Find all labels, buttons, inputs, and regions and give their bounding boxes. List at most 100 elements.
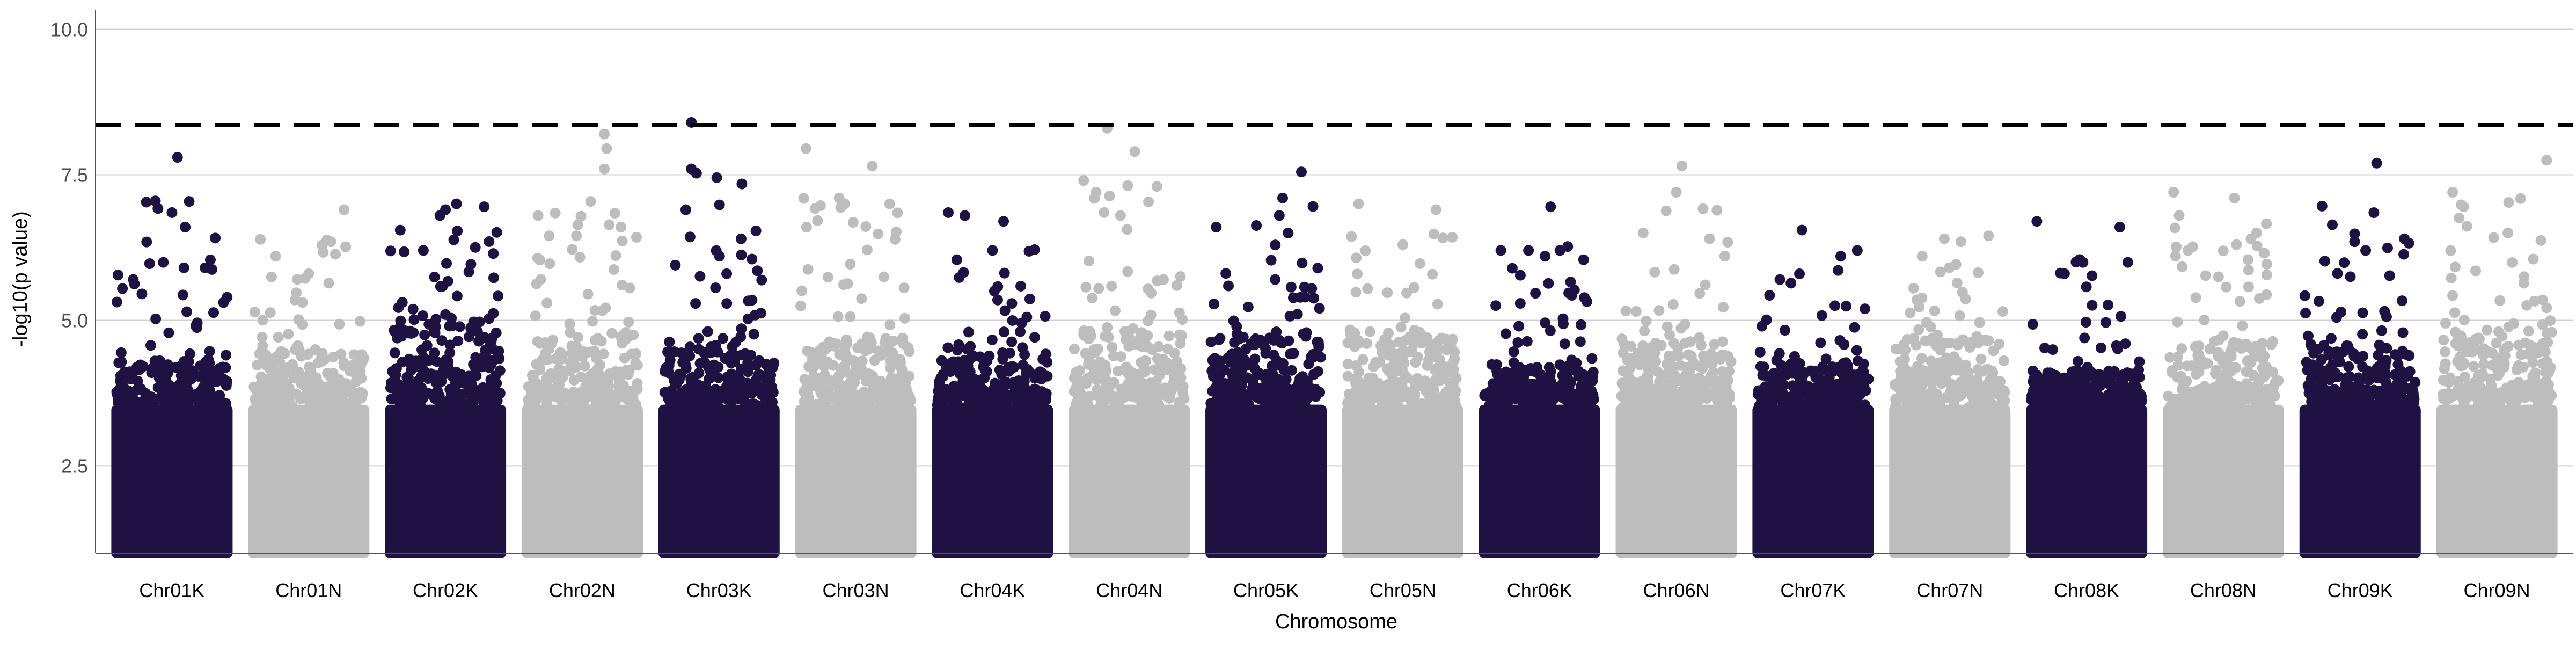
data-point [2503, 321, 2514, 332]
data-point [1952, 337, 1964, 348]
data-point [2170, 250, 2181, 261]
data-point [1717, 336, 1728, 347]
data-point [986, 334, 998, 345]
data-point [1557, 318, 1569, 330]
data-point [577, 345, 588, 357]
data-point [1360, 245, 1371, 257]
data-point [876, 350, 887, 361]
data-point [1175, 338, 1186, 349]
data-point [491, 227, 502, 238]
data-point [2445, 245, 2456, 256]
data-point [1237, 363, 1248, 374]
data-point [899, 312, 910, 324]
data-point [537, 354, 548, 365]
data-point [2526, 351, 2537, 362]
data-point [616, 222, 627, 233]
data-point [2358, 351, 2369, 362]
data-point [856, 293, 867, 304]
data-point [249, 307, 260, 318]
data-point [1240, 355, 1251, 366]
data-point [1585, 397, 1596, 409]
data-point [178, 262, 189, 273]
data-point [2246, 343, 2257, 354]
data-point [663, 360, 675, 371]
data-point [748, 329, 759, 340]
data-point [1122, 224, 1133, 235]
data-point [624, 365, 635, 376]
data-point [528, 394, 539, 405]
data-point [686, 163, 697, 175]
data-point [390, 369, 401, 381]
data-point [1226, 348, 1238, 360]
data-point [149, 355, 160, 367]
data-point-mass [1615, 404, 1737, 558]
data-point [898, 338, 909, 350]
data-point [1625, 340, 1636, 352]
data-point [2439, 394, 2450, 405]
data-point [480, 345, 491, 356]
data-point [1763, 384, 1774, 396]
data-point [2459, 371, 2470, 382]
data-point [2118, 390, 2129, 401]
data-point [849, 368, 860, 380]
data-point [2452, 356, 2463, 367]
data-point [1113, 366, 1124, 377]
chromosome-points-Chr07N [1889, 230, 2011, 558]
data-point [2221, 281, 2232, 293]
data-point [1298, 328, 1309, 339]
data-point [849, 377, 860, 388]
data-point [998, 326, 1009, 338]
data-point [2458, 201, 2469, 213]
data-point [1573, 366, 1584, 377]
data-point [2345, 271, 2356, 282]
data-point [417, 310, 428, 321]
data-point [1271, 354, 1282, 366]
data-point [2342, 380, 2353, 391]
data-point [2242, 254, 2253, 265]
data-point [1794, 268, 1805, 280]
data-point [1450, 386, 1461, 397]
data-point [1161, 357, 1173, 368]
data-point [1978, 388, 1989, 399]
data-point [1668, 264, 1680, 275]
data-point [1034, 366, 1045, 377]
data-point [2114, 222, 2125, 233]
data-point-mass [2026, 404, 2148, 558]
data-point [959, 354, 970, 366]
data-point [963, 382, 974, 393]
data-point [1841, 301, 1852, 312]
data-point [1388, 379, 1399, 390]
data-point [208, 307, 219, 318]
data-point [714, 199, 725, 210]
x-tick-label: Chr04N [1096, 579, 1162, 601]
data-point [2261, 218, 2272, 229]
data-point [699, 347, 710, 359]
data-point [2339, 257, 2350, 268]
data-point [721, 268, 733, 279]
data-point [2368, 207, 2380, 219]
data-point [2237, 320, 2248, 331]
data-point [1146, 287, 1157, 299]
data-point [418, 351, 429, 362]
data-point [1824, 372, 1835, 383]
data-point [1285, 388, 1296, 399]
data-point [1002, 362, 1014, 373]
data-point [1974, 317, 1985, 328]
data-point [730, 337, 742, 348]
data-point [258, 347, 269, 359]
data-point [2259, 248, 2270, 259]
data-point [1860, 303, 1871, 315]
data-point [1152, 275, 1163, 287]
chromosome-points-Chr09K [2299, 157, 2421, 558]
data-point [154, 367, 165, 378]
data-point [838, 279, 850, 290]
data-point [831, 338, 842, 350]
data-point [1143, 196, 1154, 207]
data-point [325, 236, 336, 248]
data-point [574, 252, 586, 263]
data-point [767, 396, 778, 408]
data-point [680, 384, 692, 395]
data-point [863, 344, 874, 355]
data-point [2047, 344, 2059, 355]
data-point [690, 298, 701, 309]
